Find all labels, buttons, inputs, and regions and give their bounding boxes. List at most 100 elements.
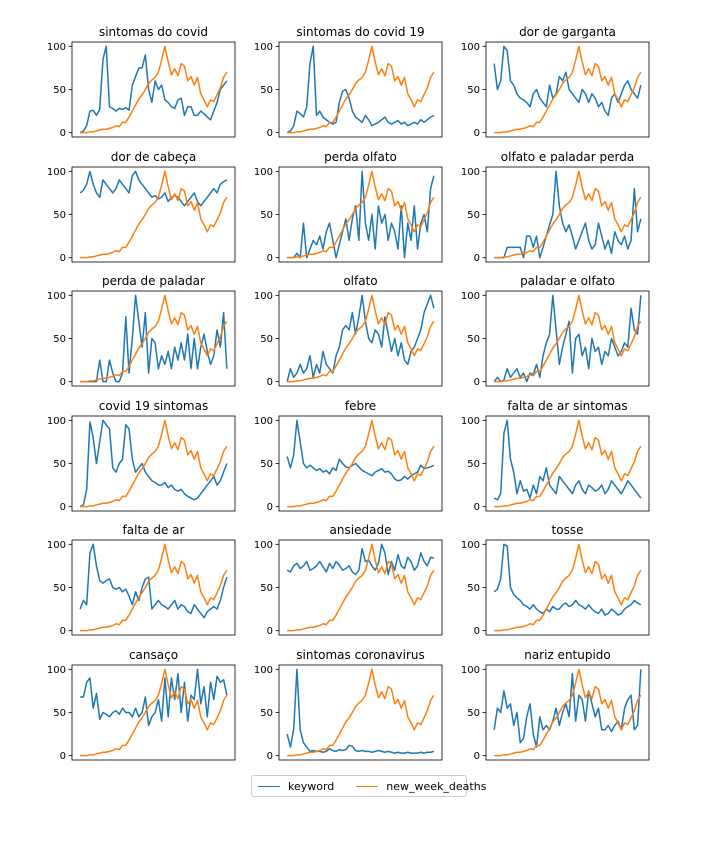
new-week-deaths-series-line bbox=[287, 419, 435, 508]
panel-nariz-entupido: nariz entupido 0 50 100 bbox=[461, 648, 650, 762]
panel-title: sintomas do covid 19 bbox=[296, 25, 424, 39]
y-tick-label: 0 bbox=[267, 128, 273, 139]
y-tick-label: 100 bbox=[47, 42, 66, 53]
y-tick-label: 50 bbox=[53, 708, 66, 719]
panel-title: dor de cabeça bbox=[111, 150, 196, 164]
y-tick-label: 50 bbox=[53, 334, 66, 345]
keyword-series-line bbox=[493, 543, 642, 616]
y-tick-label: 100 bbox=[254, 665, 273, 676]
keyword-series-line bbox=[79, 419, 228, 508]
panel-title: olfato bbox=[343, 274, 377, 288]
new-week-deaths-series-line bbox=[287, 543, 435, 632]
panel-tosse: tosse 0 50 100 bbox=[461, 523, 650, 637]
y-tick-label: 0 bbox=[60, 502, 66, 513]
new-week-deaths-series-line bbox=[80, 294, 228, 383]
legend-item-keyword: keyword bbox=[258, 780, 334, 793]
panel-sintomas-coronavirus: sintomas coronavirus 0 50 100 bbox=[254, 648, 443, 762]
panel-frame bbox=[278, 664, 443, 761]
keyword-series-line bbox=[287, 170, 435, 259]
y-tick-label: 50 bbox=[260, 583, 273, 594]
panel-title: ansiedade bbox=[330, 523, 392, 537]
y-tick-label: 100 bbox=[461, 416, 480, 427]
panel-title: perda olfato bbox=[324, 150, 397, 164]
y-tick-label: 100 bbox=[254, 416, 273, 427]
panel-sintomas-do-covid: sintomas do covid 0 50 100 bbox=[47, 25, 236, 139]
legend-item-new-week-deaths: new_week_deaths bbox=[356, 780, 486, 793]
y-tick-label: 50 bbox=[260, 334, 273, 345]
y-tick-label: 100 bbox=[461, 167, 480, 178]
keyword-series-line bbox=[494, 170, 642, 259]
panel-dor-de-cabeca: dor de cabeça 0 50 100 bbox=[47, 150, 236, 264]
y-tick-label: 100 bbox=[254, 167, 273, 178]
panel-ansiedade: ansiedade 0 50 100 bbox=[254, 523, 443, 637]
y-tick-label: 100 bbox=[254, 291, 273, 302]
keyword-series-line bbox=[80, 294, 228, 383]
y-tick-label: 0 bbox=[474, 502, 480, 513]
y-tick-label: 50 bbox=[467, 708, 480, 719]
panel-frame bbox=[71, 41, 236, 138]
panel-frame bbox=[485, 664, 650, 761]
y-tick-label: 50 bbox=[53, 210, 66, 221]
panel-frame bbox=[278, 539, 443, 636]
y-tick-label: 0 bbox=[267, 626, 273, 637]
y-tick-label: 0 bbox=[60, 751, 66, 762]
legend-label-new-week-deaths: new_week_deaths bbox=[386, 779, 487, 793]
keyword-series-line bbox=[493, 669, 642, 748]
y-tick-label: 50 bbox=[467, 459, 480, 470]
y-tick-label: 100 bbox=[254, 42, 273, 53]
new-week-deaths-series-line bbox=[80, 543, 228, 632]
new-week-deaths-series-line bbox=[494, 543, 642, 632]
legend-label-keyword: keyword bbox=[288, 779, 335, 793]
y-tick-label: 0 bbox=[60, 377, 66, 388]
y-tick-label: 100 bbox=[461, 42, 480, 53]
y-tick-label: 100 bbox=[461, 540, 480, 551]
new-week-deaths-series-line bbox=[80, 170, 228, 259]
panel-olfato: olfato 0 50 100 bbox=[254, 274, 443, 388]
new-week-deaths-series-line bbox=[80, 45, 228, 134]
y-tick-label: 50 bbox=[467, 583, 480, 594]
new-week-deaths-series-line bbox=[494, 419, 642, 508]
new-week-deaths-series-line bbox=[494, 45, 642, 134]
legend-swatch-new-week-deaths bbox=[356, 785, 379, 787]
panel-perda-de-paladar: perda de paladar 0 50 100 bbox=[47, 274, 236, 388]
keyword-series-line bbox=[79, 170, 228, 207]
panel-frame bbox=[485, 290, 650, 387]
y-tick-label: 100 bbox=[47, 416, 66, 427]
panel-frame bbox=[278, 166, 443, 263]
panel-paladar-e-olfato: paladar e olfato 0 50 100 bbox=[461, 274, 650, 388]
panel-cansaco: cansaço 0 50 100 bbox=[47, 648, 236, 762]
panel-title: febre bbox=[345, 399, 376, 413]
y-tick-label: 100 bbox=[461, 665, 480, 676]
y-tick-label: 100 bbox=[47, 665, 66, 676]
panel-frame bbox=[485, 41, 650, 138]
keyword-series-line bbox=[286, 45, 435, 134]
chart-legend: keyword new_week_deaths bbox=[251, 775, 486, 797]
panel-title: olfato e paladar perda bbox=[501, 150, 634, 164]
y-tick-label: 0 bbox=[474, 253, 480, 264]
panel-title: falta de ar bbox=[123, 523, 185, 537]
y-tick-label: 100 bbox=[47, 291, 66, 302]
y-tick-label: 0 bbox=[474, 377, 480, 388]
panel-title: cansaço bbox=[129, 648, 178, 662]
panel-dor-de-garganta: dor de garganta 0 50 100 bbox=[461, 25, 650, 139]
panel-perda-olfato: perda olfato 0 50 100 bbox=[254, 150, 443, 264]
keyword-series-line bbox=[286, 419, 435, 482]
keyword-series-line bbox=[493, 294, 642, 383]
panel-frame bbox=[485, 166, 650, 263]
keyword-series-line bbox=[286, 543, 435, 576]
panel-frame bbox=[71, 166, 236, 263]
new-week-deaths-series-line bbox=[287, 45, 435, 134]
keyword-series-line bbox=[79, 543, 228, 619]
y-tick-label: 0 bbox=[267, 751, 273, 762]
panel-title: perda de paladar bbox=[102, 274, 205, 288]
new-week-deaths-series-line bbox=[494, 170, 642, 259]
y-tick-label: 0 bbox=[60, 626, 66, 637]
panel-title: nariz entupido bbox=[524, 648, 611, 662]
y-tick-label: 100 bbox=[461, 291, 480, 302]
legend-swatch-keyword bbox=[258, 785, 280, 787]
y-tick-label: 50 bbox=[260, 85, 273, 96]
y-tick-label: 50 bbox=[467, 210, 480, 221]
panel-title: falta de ar sintomas bbox=[507, 399, 627, 413]
new-week-deaths-series-line bbox=[80, 419, 228, 508]
y-tick-label: 100 bbox=[47, 540, 66, 551]
